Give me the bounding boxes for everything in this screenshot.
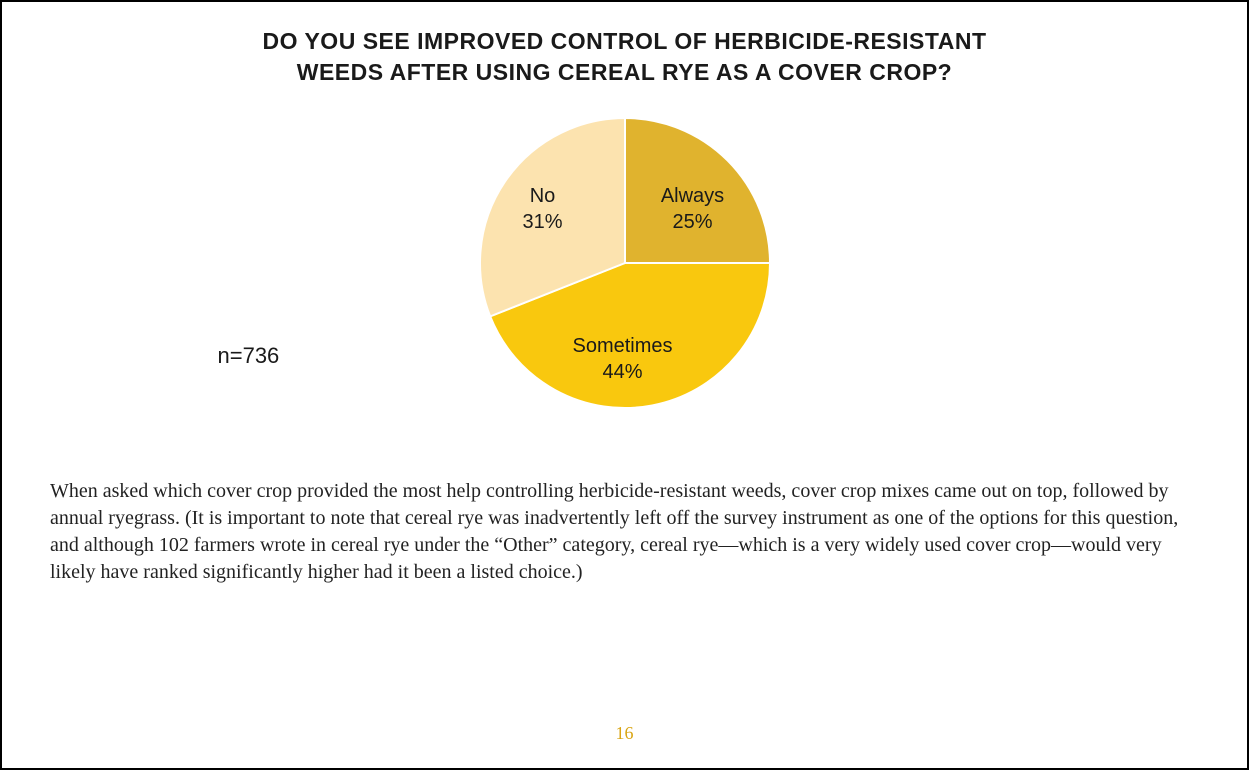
slice-percent: 31% [522,209,562,235]
slice-label-always: Always25% [661,183,724,235]
slice-label-no: No31% [522,183,562,235]
chart-title: DO YOU SEE IMPROVED CONTROL OF HERBICIDE… [2,2,1247,88]
slice-name: Always [661,183,724,209]
slice-label-sometimes: Sometimes44% [572,333,672,385]
title-line-2: WEEDS AFTER USING CEREAL RYE AS A COVER … [297,59,952,85]
sample-size: n=736 [218,343,280,369]
slice-percent: 44% [572,359,672,385]
pie-chart-area: Always25% Sometimes44% No31% n=736 [2,98,1247,438]
slice-name: Sometimes [572,333,672,359]
slice-percent: 25% [661,209,724,235]
title-line-1: DO YOU SEE IMPROVED CONTROL OF HERBICIDE… [262,28,986,54]
explanatory-paragraph: When asked which cover crop provided the… [2,478,1247,586]
slice-name: No [522,183,562,209]
page-number: 16 [616,723,634,744]
